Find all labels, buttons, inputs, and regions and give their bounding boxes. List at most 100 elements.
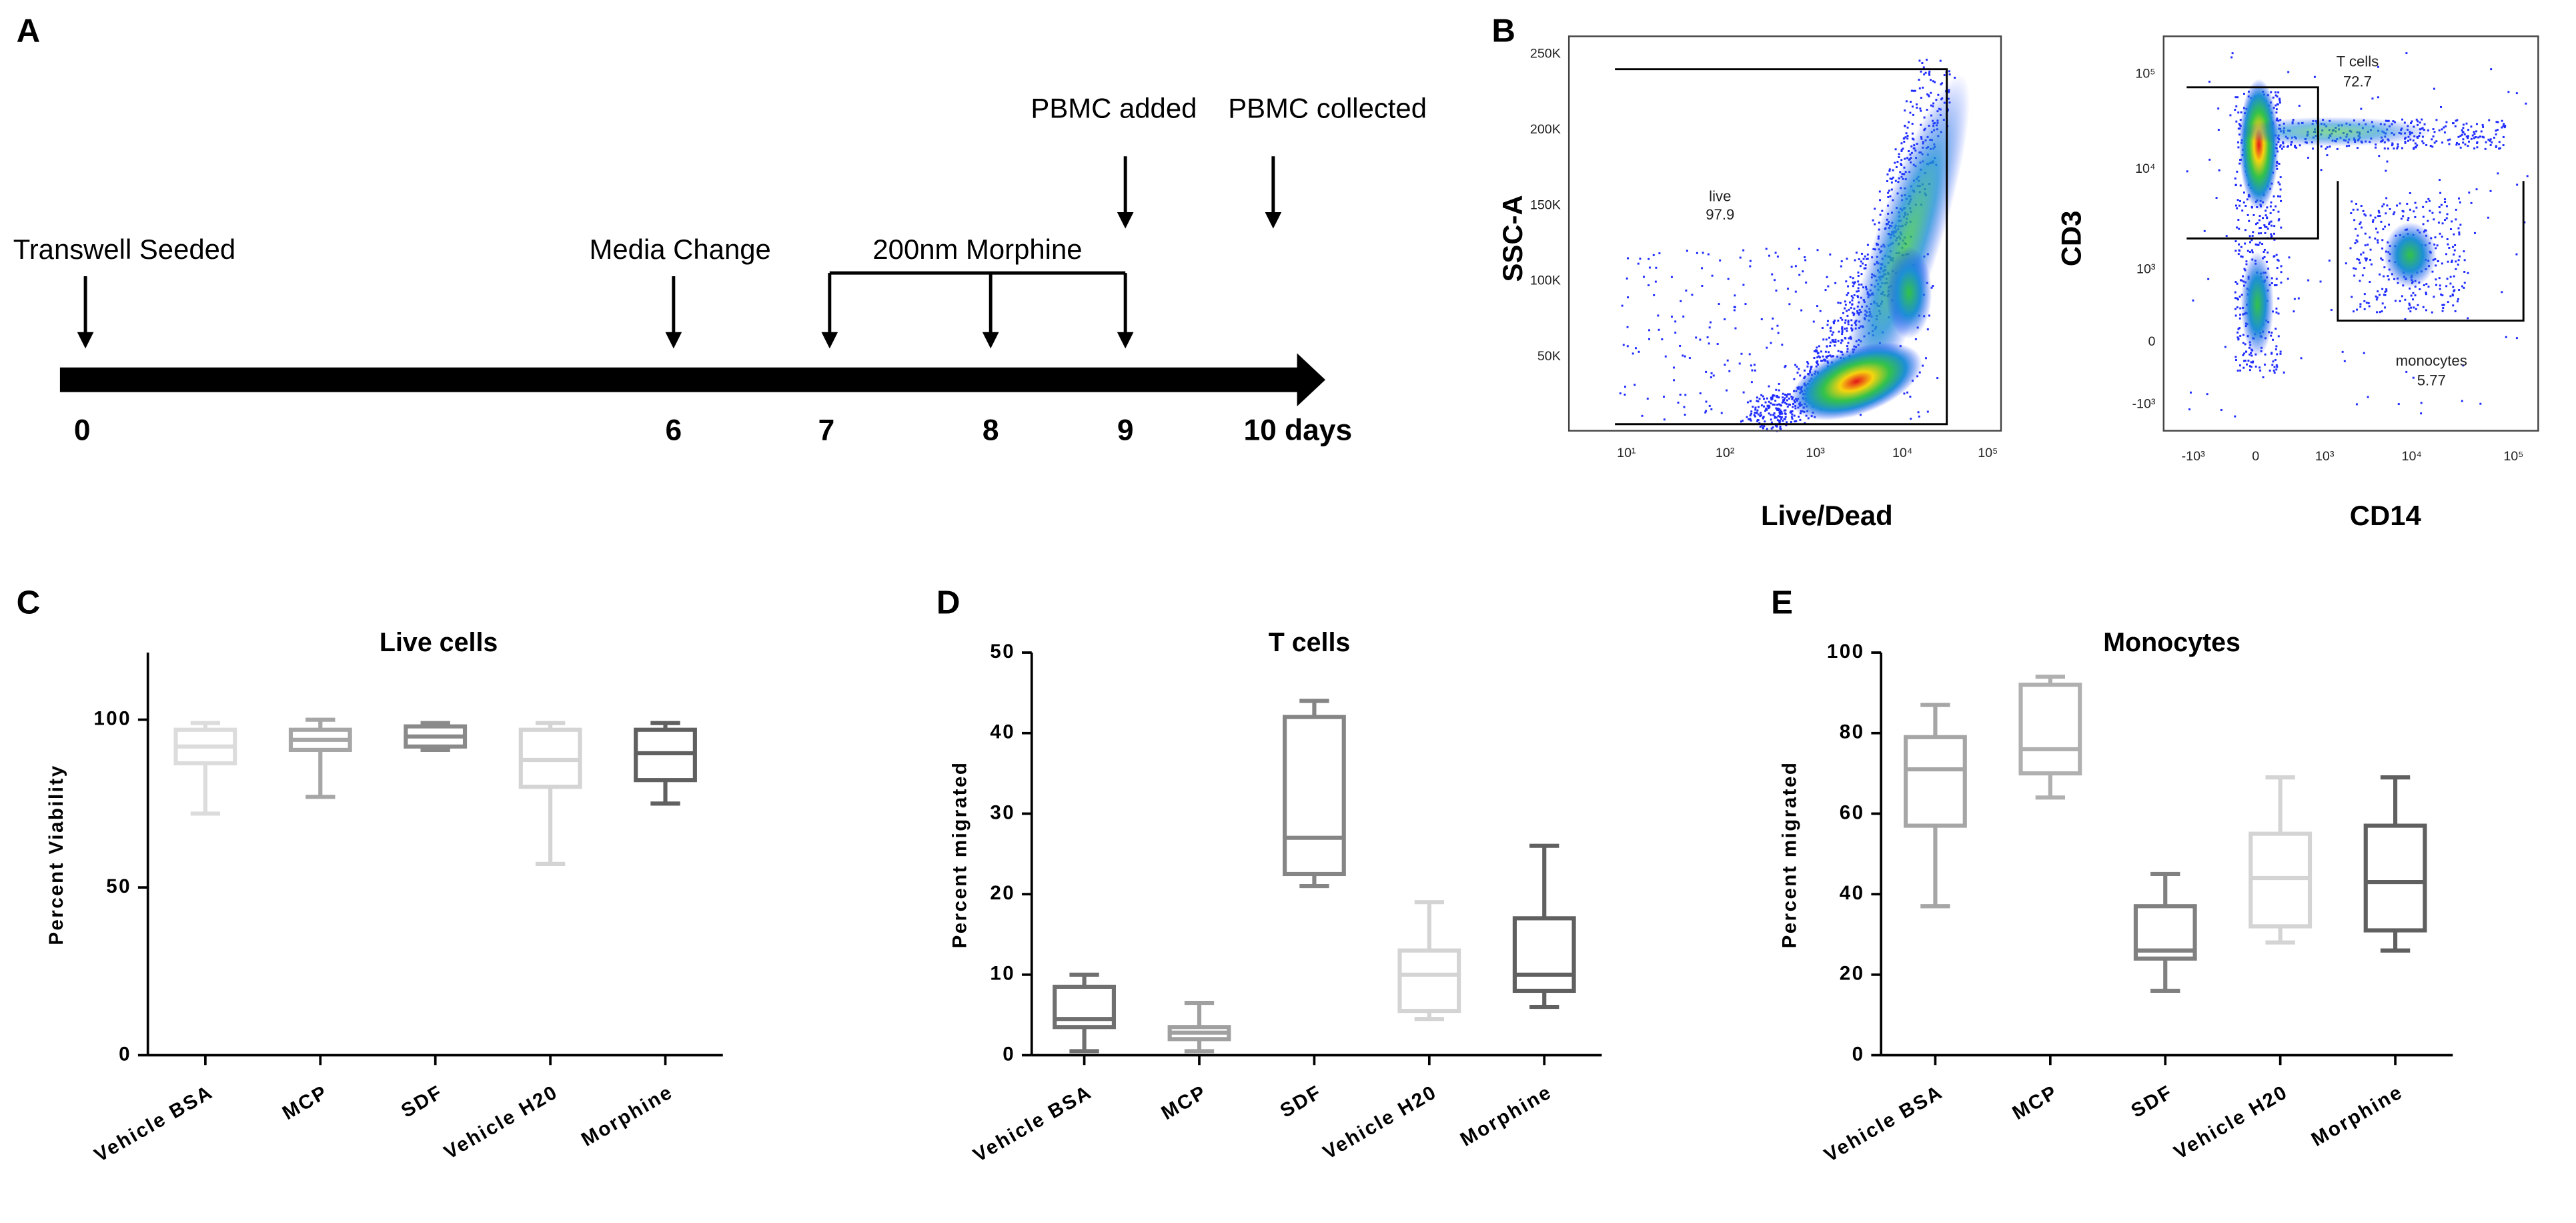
flow-dot: [2236, 226, 2238, 229]
flow-dot: [1775, 416, 1778, 419]
flow-dot: [2435, 284, 2437, 286]
flow-dot: [2503, 123, 2505, 125]
flow-dot: [1770, 418, 1772, 421]
flow-dot: [2420, 402, 2423, 404]
x-tick-label: 10⁵: [1978, 446, 1998, 460]
flow-dot: [1914, 89, 1916, 92]
flow-dot: [1710, 408, 1713, 410]
flow-dot: [2487, 216, 2489, 219]
flow-dot: [2206, 393, 2208, 396]
flow-dot: [2238, 123, 2240, 125]
flow-dot: [1674, 332, 1677, 334]
flow-dot: [1833, 322, 1835, 325]
flow-dot: [1816, 249, 1819, 252]
flow-dot: [1738, 362, 1741, 365]
flow-dot: [2473, 147, 2476, 149]
flow-dot: [2425, 143, 2428, 146]
y-axis-label: Percent migrated: [949, 761, 971, 949]
flow-dot: [2470, 137, 2473, 140]
flow-dot: [2387, 278, 2390, 281]
flow-dot: [1796, 371, 1799, 374]
flow-plot: T cells 72.7 monocytes 5.77 CD3 CD14 10⁵…: [2055, 35, 2539, 531]
flow-dot: [1758, 413, 1760, 416]
flow-dot: [2248, 369, 2251, 372]
flow-dot: [1776, 425, 1778, 428]
flow-dot: [1794, 265, 1797, 268]
flow-dot: [1881, 210, 1884, 212]
flow-dot: [2501, 126, 2503, 129]
flow-dot: [2385, 212, 2387, 215]
flow-dot: [1851, 304, 1854, 306]
flow-dot: [2495, 121, 2498, 123]
flow-dot: [2404, 141, 2407, 143]
flow-dot: [2240, 111, 2242, 113]
flow-dot: [2275, 91, 2277, 93]
flow-dot: [2355, 268, 2357, 270]
flow-dot: [2225, 235, 2228, 238]
flow-dot: [2380, 257, 2383, 260]
panel-label: E: [1771, 584, 1793, 621]
flow-dot: [1742, 420, 1744, 422]
flow-dot: [1859, 414, 1862, 416]
flow-dot: [2439, 179, 2441, 181]
flow-dot: [1786, 399, 1788, 402]
flow-dot: [2443, 126, 2445, 129]
flow-dot: [1852, 277, 1854, 280]
flow-dot: [1772, 394, 1774, 396]
flow-dot: [1734, 327, 1737, 330]
event-label: 200nm Morphine: [872, 234, 1082, 265]
flow-dot: [2242, 191, 2245, 194]
y-tick-label: 40: [990, 721, 1015, 743]
flow-dot: [2448, 247, 2451, 249]
flow-dot: [2234, 183, 2237, 186]
flow-dot: [2461, 129, 2463, 131]
flow-dot: [2281, 147, 2283, 150]
flow-dot: [1940, 83, 1942, 85]
flow-dot: [2440, 105, 2442, 108]
flow-dot: [1858, 284, 1860, 286]
flow-dot: [2363, 267, 2366, 270]
flow-dot: [2425, 293, 2427, 296]
flow-dot: [2357, 208, 2359, 211]
flow-dot: [2245, 350, 2247, 353]
flow-dot: [2445, 285, 2448, 288]
flow-dot: [1619, 392, 1622, 395]
flow-dot: [1748, 418, 1750, 420]
flow-dot: [2467, 137, 2469, 139]
flow-dot: [1627, 296, 1629, 299]
timeline-bar: [59, 367, 1302, 392]
flow-dot: [2431, 138, 2433, 141]
flow-dot: [2325, 147, 2327, 150]
flow-dot: [1795, 420, 1798, 422]
flow-dot: [1724, 364, 1726, 366]
flow-dot: [2504, 125, 2507, 127]
flow-dot: [2435, 119, 2438, 121]
flow-dot: [2242, 342, 2244, 344]
flow-dot: [1846, 258, 1848, 260]
flow-dot: [2413, 306, 2415, 309]
flow-dot: [2453, 289, 2456, 292]
x-tick-label: Morphine: [1457, 1081, 1556, 1151]
flow-dot: [2234, 96, 2237, 99]
flow-dot: [2440, 293, 2443, 296]
flow-dot: [2467, 140, 2470, 143]
flow-dot: [2445, 121, 2448, 123]
flow-dot: [1927, 94, 1930, 97]
flow-dot: [1912, 113, 1914, 116]
flow-dot: [1840, 260, 1843, 263]
flow-dot: [1760, 404, 1763, 407]
flow-dot: [2467, 135, 2469, 137]
flow-dot: [2234, 415, 2236, 418]
flow-dot: [1798, 274, 1801, 276]
flow-dot: [2234, 240, 2237, 243]
flow-dot: [2277, 219, 2280, 222]
flow-dot: [1828, 336, 1831, 339]
flow-dot: [2501, 119, 2503, 122]
flow-dot: [2425, 309, 2427, 312]
flow-dot: [2235, 359, 2237, 362]
flow-dot: [1778, 396, 1780, 399]
flow-dot: [1906, 137, 1909, 140]
flow-dot: [2277, 195, 2279, 197]
day-label: 0: [74, 414, 91, 447]
